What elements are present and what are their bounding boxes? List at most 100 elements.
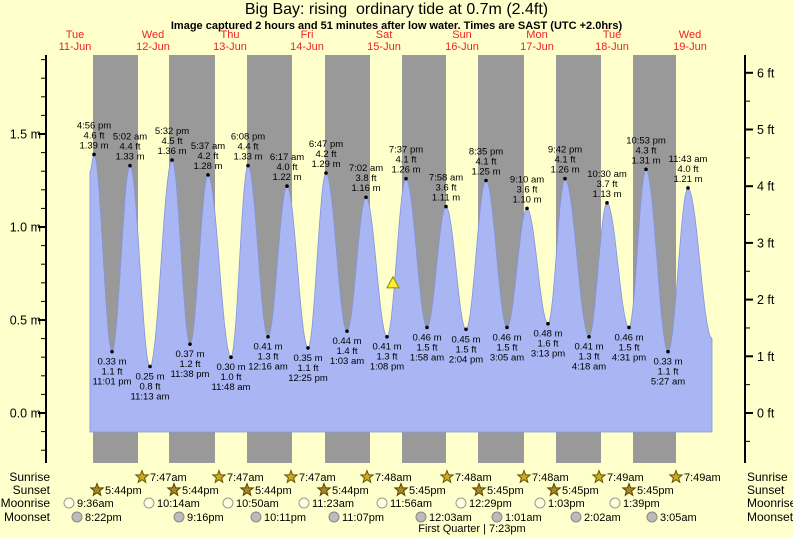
tide-annotation-line: 11:38 pm <box>171 369 210 380</box>
moonset-time: 10:11pm <box>264 512 306 524</box>
tide-event-dot <box>110 349 114 354</box>
sunset-time: 5:44pm <box>332 485 369 497</box>
y-axis-right-label: 0 ft <box>757 407 775 421</box>
tide-annotation-line: 1.39 m <box>79 140 108 151</box>
moonset-time: 9:16pm <box>187 512 224 524</box>
high-tide-annotation: 5:32 pm4.5 ft1.36 m <box>155 126 189 157</box>
sunset-star-icon <box>239 482 255 497</box>
tide-annotation-line: 9:42 pm <box>548 145 582 156</box>
tide-annotation-line: 3:05 am <box>490 352 524 363</box>
moonset-row-label-left: Moonset <box>3 510 50 524</box>
tide-annotation-line: 3.6 ft <box>435 183 456 194</box>
y-axis-left-label: 1.0 m <box>10 221 41 235</box>
sunrise-star-icon <box>134 469 150 484</box>
sunrise-row-label-left: Sunrise <box>9 470 50 484</box>
tide-event-dot <box>627 325 631 330</box>
tide-annotation-line: 0.30 m <box>216 362 245 373</box>
sunrise-star-icon <box>283 469 299 484</box>
tide-annotation-line: 1.10 m <box>512 194 541 205</box>
low-tide-annotation: 0.33 m1.1 ft5:27 am <box>651 357 685 388</box>
high-tide-annotation: 6:47 pm4.2 ft1.29 m <box>309 139 343 170</box>
tide-annotation-line: 4.2 ft <box>197 151 218 162</box>
y-axis-right-label: 6 ft <box>757 66 775 80</box>
tide-annotation-line: 1.1 ft <box>297 363 318 374</box>
day-weekday-label: Mon <box>526 29 547 41</box>
tide-event-dot <box>686 186 690 190</box>
moonset-time: 3:05am <box>660 512 697 524</box>
high-tide-annotation: 11:43 am4.0 ft1.21 m <box>669 154 708 185</box>
tide-annotation-line: 7:37 pm <box>389 145 423 156</box>
sunrise-star-icon <box>516 469 532 484</box>
tide-event-dot <box>425 325 429 330</box>
y-axis-left-label: 0.5 m <box>10 314 41 328</box>
sunrise-time: 7:47am <box>299 472 336 484</box>
sunrise-time: 7:49am <box>607 472 644 484</box>
page-subtitle: Image captured 2 hours and 51 minutes af… <box>170 20 623 32</box>
tide-annotation-line: 1.5 ft <box>416 342 437 353</box>
tide-event-dot <box>306 346 310 350</box>
tide-annotation-line: 0.33 m <box>97 357 126 368</box>
sunrise-star-icon <box>668 469 684 484</box>
day-weekday-label: Wed <box>142 29 164 41</box>
tide-annotation-line: 1.2 ft <box>179 359 200 370</box>
sunset-star-icon <box>166 482 182 497</box>
moonrise-circle-icon <box>222 497 234 509</box>
day-date-label: 19-Jun <box>673 41 707 53</box>
astro-rows: 7:47am 7:47am 7:47am 7:48am 7:48am 7:48am 7:49… <box>63 469 721 524</box>
high-tide-annotation: 4:56 pm4.6 ft1.39 m <box>77 120 111 151</box>
tide-annotation-line: 11:01 pm <box>93 377 132 388</box>
tide-event-dot <box>148 364 152 369</box>
high-tide-annotation: 7:58 am3.6 ft1.11 m <box>429 173 463 204</box>
tide-event-dot <box>484 178 488 183</box>
y-axis-left-label: 0.0 m <box>10 407 41 421</box>
tide-annotation-line: 1.0 ft <box>220 372 241 383</box>
tide-event-dot <box>170 158 174 162</box>
day-weekday-label: Fri <box>301 29 314 41</box>
moonrise-time: 11:56am <box>390 498 432 510</box>
tide-annotation-line: 4.1 ft <box>475 157 496 168</box>
sunset-time: 5:44pm <box>105 485 142 497</box>
y-axis-right-label: 5 ft <box>757 123 775 137</box>
tide-event-dot <box>385 334 389 339</box>
tide-annotation-line: 4.0 ft <box>677 164 698 175</box>
moonrise-row: 9:36am 10:14am 10:50am 11:23am 11:56am 12:29p… <box>63 497 660 510</box>
moonrise-time: 10:50am <box>236 498 279 510</box>
tide-annotation-line: 4.6 ft <box>83 130 104 141</box>
tide-annotation-line: 1:03 am <box>330 356 364 367</box>
moonrise-circle-icon <box>63 497 75 509</box>
sunset-row-label-left: Sunset <box>12 483 50 497</box>
high-tide-annotation: 9:10 am3.6 ft1.10 m <box>510 174 544 205</box>
low-tide-annotation: 0.41 m1.3 ft4:18 am <box>572 342 606 373</box>
tide-annotation-line: 9:10 am <box>510 174 544 185</box>
moonset-time: 12:03am <box>429 512 472 524</box>
tide-annotation-line: 6:47 pm <box>309 139 343 150</box>
tide-event-dot <box>229 355 233 360</box>
moonset-circle-icon <box>328 511 340 523</box>
moonrise-time: 12:29pm <box>469 498 512 510</box>
tide-annotation-line: 1.16 m <box>351 183 380 194</box>
tide-annotation-line: 1.22 m <box>272 172 301 183</box>
moonset-circle-icon <box>570 511 582 523</box>
page-title: Big Bay: rising ordinary tide at 0.7m (2… <box>244 1 549 18</box>
day-weekday-label: Thu <box>221 29 240 41</box>
day-weekday-label: Sun <box>452 29 472 41</box>
sunrise-time: 7:48am <box>455 472 492 484</box>
high-tide-annotation: 9:42 pm4.1 ft1.26 m <box>548 145 582 176</box>
tide-event-dot <box>444 204 448 209</box>
sunrise-time: 7:48am <box>532 472 569 484</box>
tide-annotation-line: 0.46 m <box>492 332 521 343</box>
tide-event-dot <box>128 163 132 168</box>
tide-annotation-line: 1.31 m <box>631 155 660 166</box>
tide-annotation-line: 1.29 m <box>311 159 340 170</box>
sunset-star-icon <box>546 482 562 497</box>
tide-event-dot <box>345 329 349 333</box>
day-date-label: 12-Jun <box>136 41 170 53</box>
tide-annotation-line: 4:56 pm <box>77 120 111 131</box>
high-tide-annotation: 8:35 pm4.1 ft1.25 m <box>469 147 503 178</box>
tide-annotation-line: 1.1 ft <box>101 367 122 378</box>
tide-annotation-line: 1.26 m <box>550 165 579 176</box>
tide-annotation-line: 6:17 am <box>270 152 304 163</box>
